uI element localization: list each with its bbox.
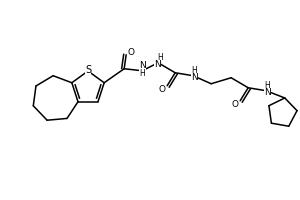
Text: N: N bbox=[139, 61, 146, 70]
Text: N: N bbox=[264, 88, 271, 97]
Text: H: H bbox=[264, 81, 270, 90]
Text: S: S bbox=[85, 65, 91, 75]
Text: N: N bbox=[154, 60, 160, 69]
Text: O: O bbox=[232, 100, 239, 109]
Text: H: H bbox=[191, 66, 197, 75]
Text: H: H bbox=[157, 53, 163, 62]
Text: O: O bbox=[159, 85, 166, 94]
Text: O: O bbox=[128, 48, 135, 57]
Text: H: H bbox=[139, 69, 145, 78]
Text: N: N bbox=[191, 73, 197, 82]
